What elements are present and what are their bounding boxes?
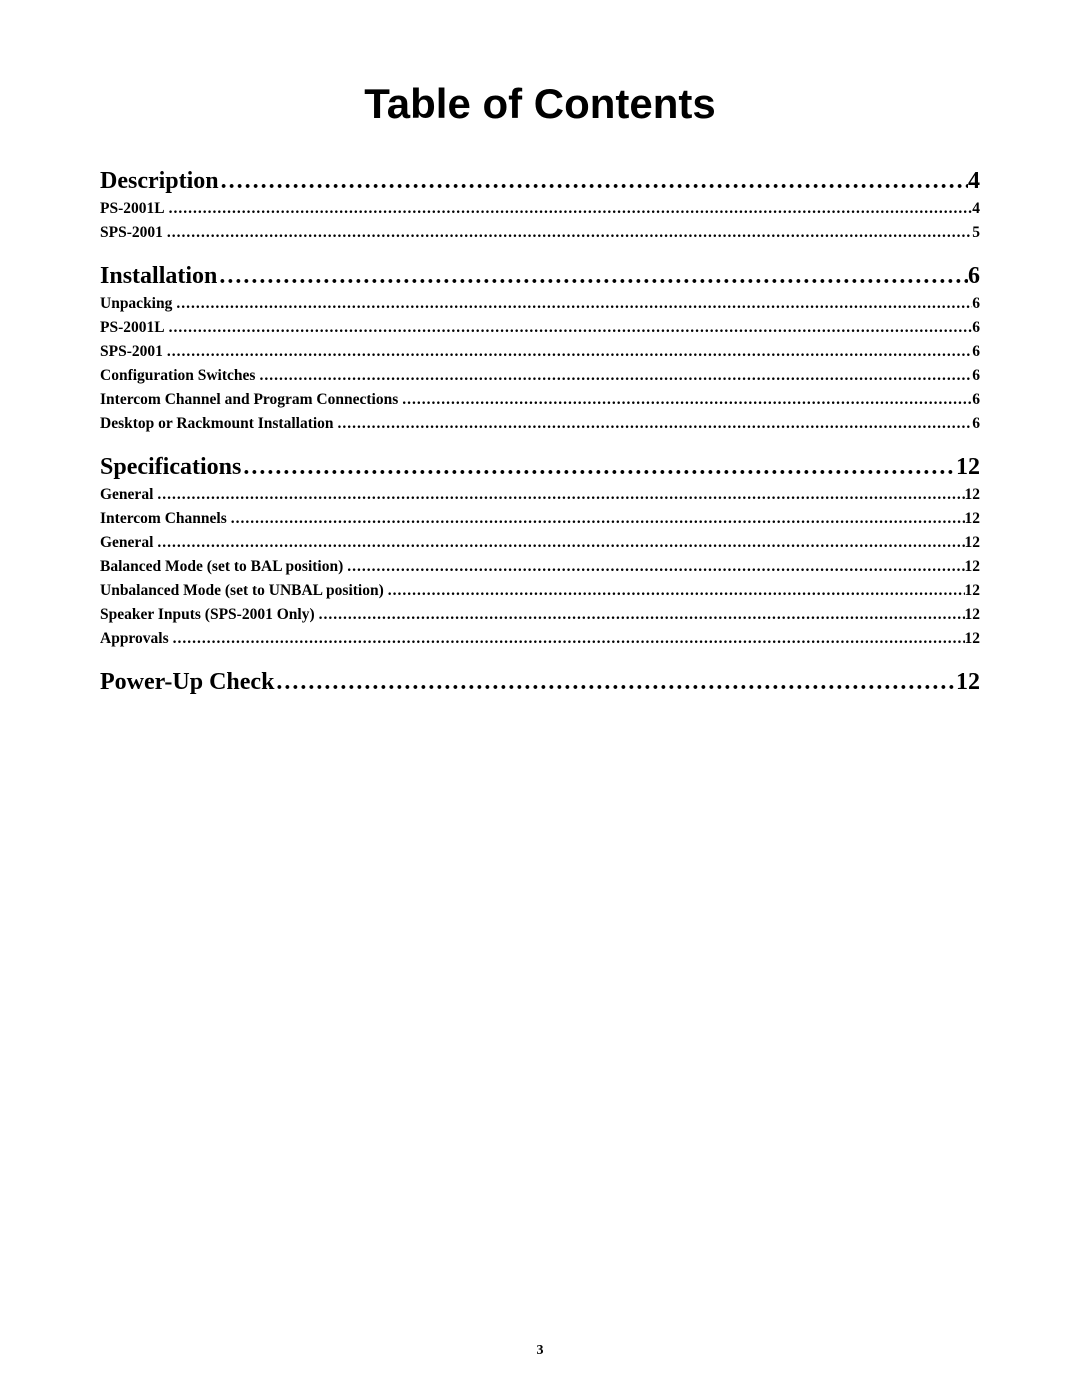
toc-section-label: Power-Up Check: [100, 669, 274, 696]
toc-sub-row: Balanced Mode (set to BAL position) 12: [100, 555, 980, 579]
toc-sub-label: Approvals: [100, 627, 171, 651]
toc-leader: [345, 555, 964, 579]
toc-sub-label: SPS-2001: [100, 221, 165, 245]
toc-sub-label: Speaker Inputs (SPS-2001 Only): [100, 603, 317, 627]
toc-sub-label: Configuration Switches: [100, 364, 257, 388]
toc-sub-page: 6: [972, 340, 980, 364]
toc-leader: [155, 483, 964, 507]
toc-leader: [165, 340, 972, 364]
toc-sub-page: 12: [965, 483, 981, 507]
toc-leader: [317, 603, 965, 627]
toc-leader: [217, 263, 968, 290]
toc-section-row: Installation 6: [100, 263, 980, 290]
toc-sub-row: Intercom Channels 12: [100, 507, 980, 531]
toc-sub-row: Intercom Channel and Program Connections…: [100, 388, 980, 412]
toc-sub-row: General 12: [100, 483, 980, 507]
toc-sub-label: Intercom Channels: [100, 507, 229, 531]
toc-sub-row: Unpacking 6: [100, 292, 980, 316]
toc-leader: [155, 531, 964, 555]
toc-sub-page: 6: [972, 316, 980, 340]
toc-sub-label: General: [100, 531, 155, 555]
toc-leader: [336, 412, 973, 436]
toc-leader: [219, 168, 968, 195]
toc-section-row: Specifications 12: [100, 454, 980, 481]
toc-sub-page: 6: [972, 388, 980, 412]
toc-leader: [241, 454, 956, 481]
toc-section-row: Power-Up Check 12: [100, 669, 980, 696]
toc-sub-label: Desktop or Rackmount Installation: [100, 412, 336, 436]
toc-sub-row: PS-2001L 6: [100, 316, 980, 340]
table-of-contents: Description 4PS-2001L 4SPS-2001 5Install…: [100, 168, 980, 696]
toc-sub-row: Desktop or Rackmount Installation 6: [100, 412, 980, 436]
toc-leader: [386, 579, 965, 603]
toc-sub-label: Unpacking: [100, 292, 174, 316]
toc-sub-row: General 12: [100, 531, 980, 555]
toc-leader: [174, 292, 972, 316]
toc-sub-row: Approvals 12: [100, 627, 980, 651]
toc-section-page: 4: [968, 168, 980, 195]
toc-sub-label: PS-2001L: [100, 316, 167, 340]
toc-sub-label: SPS-2001: [100, 340, 165, 364]
toc-section-page: 6: [968, 263, 980, 290]
toc-sub-page: 12: [965, 603, 981, 627]
toc-sub-page: 12: [965, 579, 981, 603]
toc-sub-row: Configuration Switches 6: [100, 364, 980, 388]
page-title: Table of Contents: [100, 80, 980, 128]
toc-section-label: Description: [100, 168, 219, 195]
toc-leader: [229, 507, 965, 531]
toc-section-page: 12: [956, 669, 980, 696]
toc-sub-page: 12: [965, 531, 981, 555]
toc-leader: [171, 627, 965, 651]
toc-leader: [400, 388, 972, 412]
toc-sub-label: Unbalanced Mode (set to UNBAL position): [100, 579, 386, 603]
toc-sub-page: 6: [972, 412, 980, 436]
toc-leader: [257, 364, 972, 388]
toc-sub-page: 6: [972, 292, 980, 316]
toc-sub-page: 5: [972, 221, 980, 245]
toc-sub-row: Unbalanced Mode (set to UNBAL position) …: [100, 579, 980, 603]
toc-leader: [167, 316, 973, 340]
page-container: Table of Contents Description 4PS-2001L …: [0, 0, 1080, 1397]
toc-leader: [274, 669, 956, 696]
toc-sub-label: Intercom Channel and Program Connections: [100, 388, 400, 412]
toc-sub-page: 12: [965, 507, 981, 531]
page-number-footer: 3: [0, 1343, 1080, 1359]
toc-sub-row: SPS-2001 6: [100, 340, 980, 364]
toc-section-row: Description 4: [100, 168, 980, 195]
toc-leader: [167, 197, 973, 221]
toc-sub-page: 12: [965, 555, 981, 579]
toc-sub-row: Speaker Inputs (SPS-2001 Only) 12: [100, 603, 980, 627]
toc-section-label: Specifications: [100, 454, 241, 481]
toc-sub-page: 6: [972, 364, 980, 388]
toc-sub-page: 12: [965, 627, 981, 651]
toc-sub-label: Balanced Mode (set to BAL position): [100, 555, 345, 579]
toc-sub-row: SPS-2001 5: [100, 221, 980, 245]
toc-section-page: 12: [956, 454, 980, 481]
toc-sub-page: 4: [972, 197, 980, 221]
toc-sub-row: PS-2001L 4: [100, 197, 980, 221]
toc-section-label: Installation: [100, 263, 217, 290]
toc-sub-label: PS-2001L: [100, 197, 167, 221]
toc-leader: [165, 221, 972, 245]
toc-sub-label: General: [100, 483, 155, 507]
